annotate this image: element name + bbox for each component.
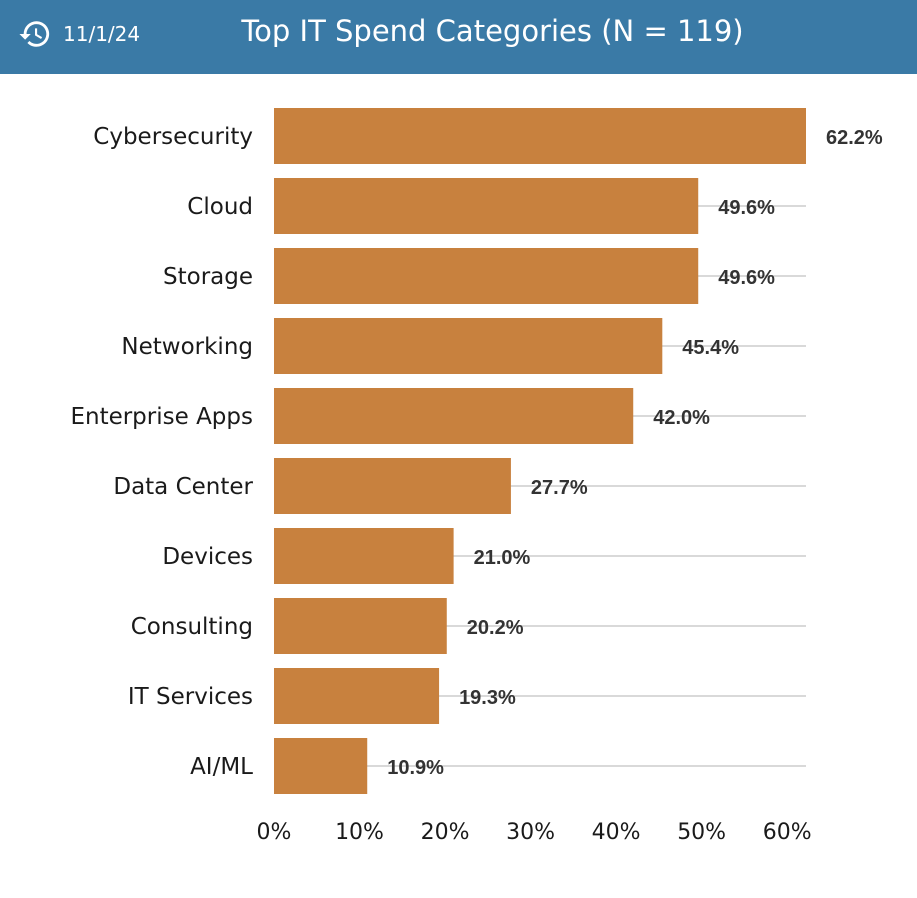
bar-chart: Cybersecurity 62.2% Cloud 49.6% Storage 49.6%… [70, 108, 883, 845]
bar [274, 388, 634, 444]
category-label: Cybersecurity [93, 124, 253, 150]
value-label: 42.0% [653, 407, 710, 429]
category-label: IT Services [128, 684, 253, 710]
bar [274, 318, 663, 374]
x-tick-label: 30% [506, 820, 555, 845]
value-label: 27.7% [531, 477, 588, 499]
header-date: 11/1/24 [63, 22, 141, 46]
bar [274, 108, 806, 164]
value-label: 20.2% [467, 617, 524, 639]
category-label: Enterprise Apps [70, 404, 253, 430]
x-tick-label: 60% [763, 820, 812, 845]
x-tick-label: 0% [257, 820, 292, 845]
category-label: Consulting [131, 614, 253, 640]
chart-header: 11/1/24 Top IT Spend Categories (N = 119… [0, 0, 917, 74]
category-label: AI/ML [190, 754, 253, 780]
value-label: 10.9% [387, 757, 444, 779]
value-label: 21.0% [474, 547, 531, 569]
bar [274, 458, 511, 514]
history-icon[interactable] [18, 17, 52, 51]
x-tick-label: 10% [335, 820, 384, 845]
category-label: Data Center [113, 474, 253, 500]
value-label: 49.6% [718, 267, 775, 289]
value-label: 62.2% [826, 127, 883, 149]
category-label: Cloud [187, 194, 253, 220]
bar [274, 668, 440, 724]
value-label: 49.6% [718, 197, 775, 219]
value-label: 45.4% [682, 337, 739, 359]
bar [274, 178, 699, 234]
chart-title: Top IT Spend Categories (N = 119) [241, 14, 744, 48]
bar [274, 598, 447, 654]
x-tick-label: 20% [421, 820, 470, 845]
category-label: Devices [162, 544, 253, 570]
bar [274, 738, 368, 794]
bar [274, 248, 699, 304]
x-tick-label: 50% [677, 820, 726, 845]
x-tick-label: 40% [592, 820, 641, 845]
category-label: Storage [163, 264, 253, 290]
category-label: Networking [121, 334, 253, 360]
bar [274, 528, 454, 584]
value-label: 19.3% [459, 687, 516, 709]
